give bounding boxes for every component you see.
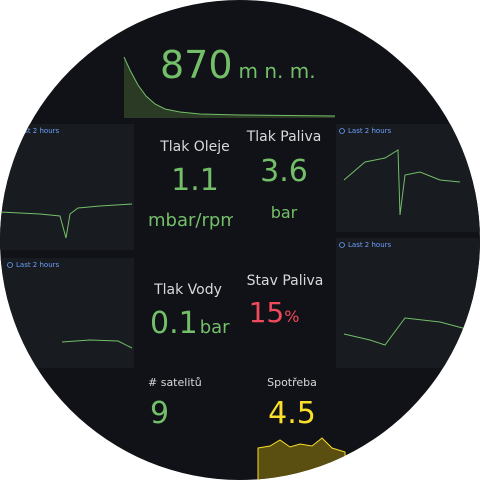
altitude-value: 870 m n. m. xyxy=(160,43,316,87)
panel-value: 4.5 xyxy=(268,396,316,431)
sparkline-area xyxy=(124,57,335,118)
sparkline xyxy=(343,317,471,346)
panel xyxy=(336,124,480,232)
sparkline xyxy=(123,56,336,117)
panel-value: 1.1 xyxy=(171,163,219,198)
panel-value: 15% xyxy=(249,296,300,329)
panel xyxy=(336,238,480,368)
panel-title: # satelitů xyxy=(148,376,202,389)
time-range: Last 2 hours xyxy=(16,127,60,135)
panel-value: 9 xyxy=(150,396,169,431)
panel-unit: mbar/rpm xyxy=(148,210,238,231)
panel-title: Stav Paliva xyxy=(247,273,324,289)
panel-title: Spotřeba xyxy=(267,376,317,389)
time-range: Last 2 hours xyxy=(348,127,392,135)
panel-unit: bar xyxy=(271,203,298,222)
sparkline xyxy=(0,203,133,239)
time-range: Last 2 hours xyxy=(348,241,392,249)
sparkline xyxy=(61,339,133,349)
panel-title: Tlak Oleje xyxy=(159,139,230,155)
panel-value: 0.1 bar xyxy=(150,306,230,341)
panel-value: 3.6 xyxy=(260,154,308,189)
panel-title: Tlak Paliva xyxy=(246,129,322,145)
panel-title: Tlak Vody xyxy=(153,282,222,298)
panel xyxy=(0,258,134,368)
sparkline xyxy=(343,149,461,216)
time-range: Last 2 hours xyxy=(16,261,60,269)
